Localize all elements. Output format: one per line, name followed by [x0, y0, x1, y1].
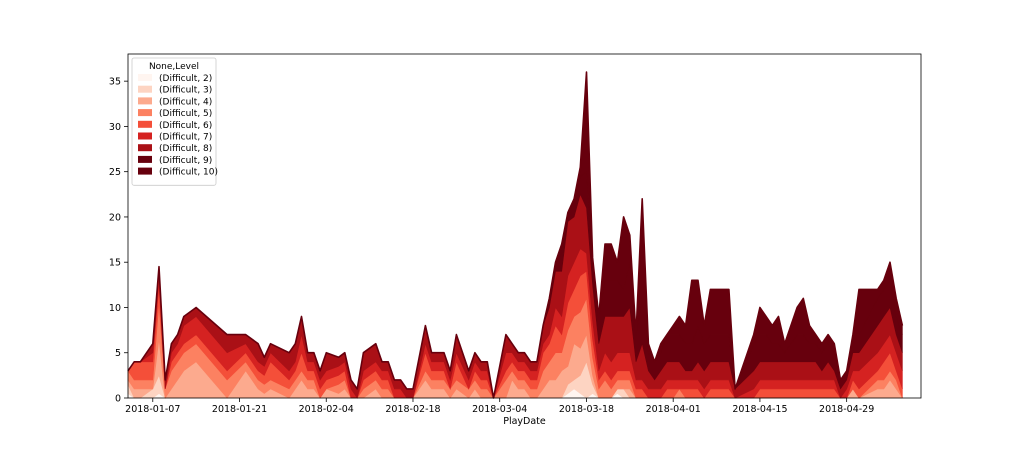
y-tick-label: 30 [109, 122, 121, 133]
legend-entry-label: (Difficult, 8) [159, 144, 212, 154]
legend-title: None,Level [149, 62, 199, 72]
legend-swatch [138, 144, 152, 152]
legend-swatch [138, 109, 152, 117]
total-line [127, 71, 904, 399]
legend-entry-label: (Difficult, 5) [159, 109, 212, 119]
y-tick-label: 25 [109, 167, 121, 178]
y-tick-label: 5 [115, 348, 121, 359]
y-tick-label: 0 [115, 394, 121, 405]
y-tick-label: 20 [109, 212, 121, 223]
legend-entry-label: (Difficult, 3) [159, 86, 212, 96]
x-tick-label: 2018-04-29 [819, 404, 874, 415]
legend-swatch [138, 97, 152, 105]
x-tick-label: 2018-02-04 [299, 404, 354, 415]
legend-swatch [138, 74, 152, 81]
x-tick-label: 2018-03-18 [559, 404, 614, 415]
x-tick-label: 2018-04-01 [646, 404, 701, 415]
y-tick-label: 35 [109, 77, 121, 88]
y-axis: 0 5 10 15 20 25 30 35 [109, 77, 128, 405]
legend-entry-label: (Difficult, 7) [159, 133, 212, 143]
legend-swatch [138, 120, 152, 128]
y-tick-label: 10 [109, 303, 121, 314]
legend-swatch [138, 155, 152, 163]
x-tick-label: 2018-04-15 [732, 404, 787, 415]
legend-swatch [138, 167, 152, 175]
x-tick-label: 2018-01-07 [125, 404, 180, 415]
legend-entry-label: (Difficult, 2) [159, 74, 212, 84]
legend-entry-label: (Difficult, 6) [159, 121, 212, 131]
x-tick-label: 2018-03-04 [472, 404, 527, 415]
legend-box [131, 57, 217, 186]
x-tick-label: 2018-02-18 [385, 404, 440, 415]
legend-swatch [138, 132, 152, 140]
legend-entry-label: (Difficult, 10) [159, 168, 218, 178]
y-tick-label: 15 [109, 258, 121, 269]
x-axis: 2018-01-07 2018-01-21 2018-02-04 2018-02-18… [125, 398, 874, 415]
area-layers [127, 72, 903, 399]
legend-entry-label: (Difficult, 4) [159, 97, 212, 107]
x-axis-label: PlayDate [503, 416, 546, 427]
x-tick-label: 2018-01-21 [212, 404, 267, 415]
legend-entry-label: (Difficult, 9) [159, 156, 212, 166]
total-outline [127, 71, 904, 399]
legend-swatch [138, 85, 152, 93]
plot-frame [127, 53, 922, 399]
legend: None,Level (Difficult, 2)(Difficult, 3)(… [131, 57, 218, 186]
